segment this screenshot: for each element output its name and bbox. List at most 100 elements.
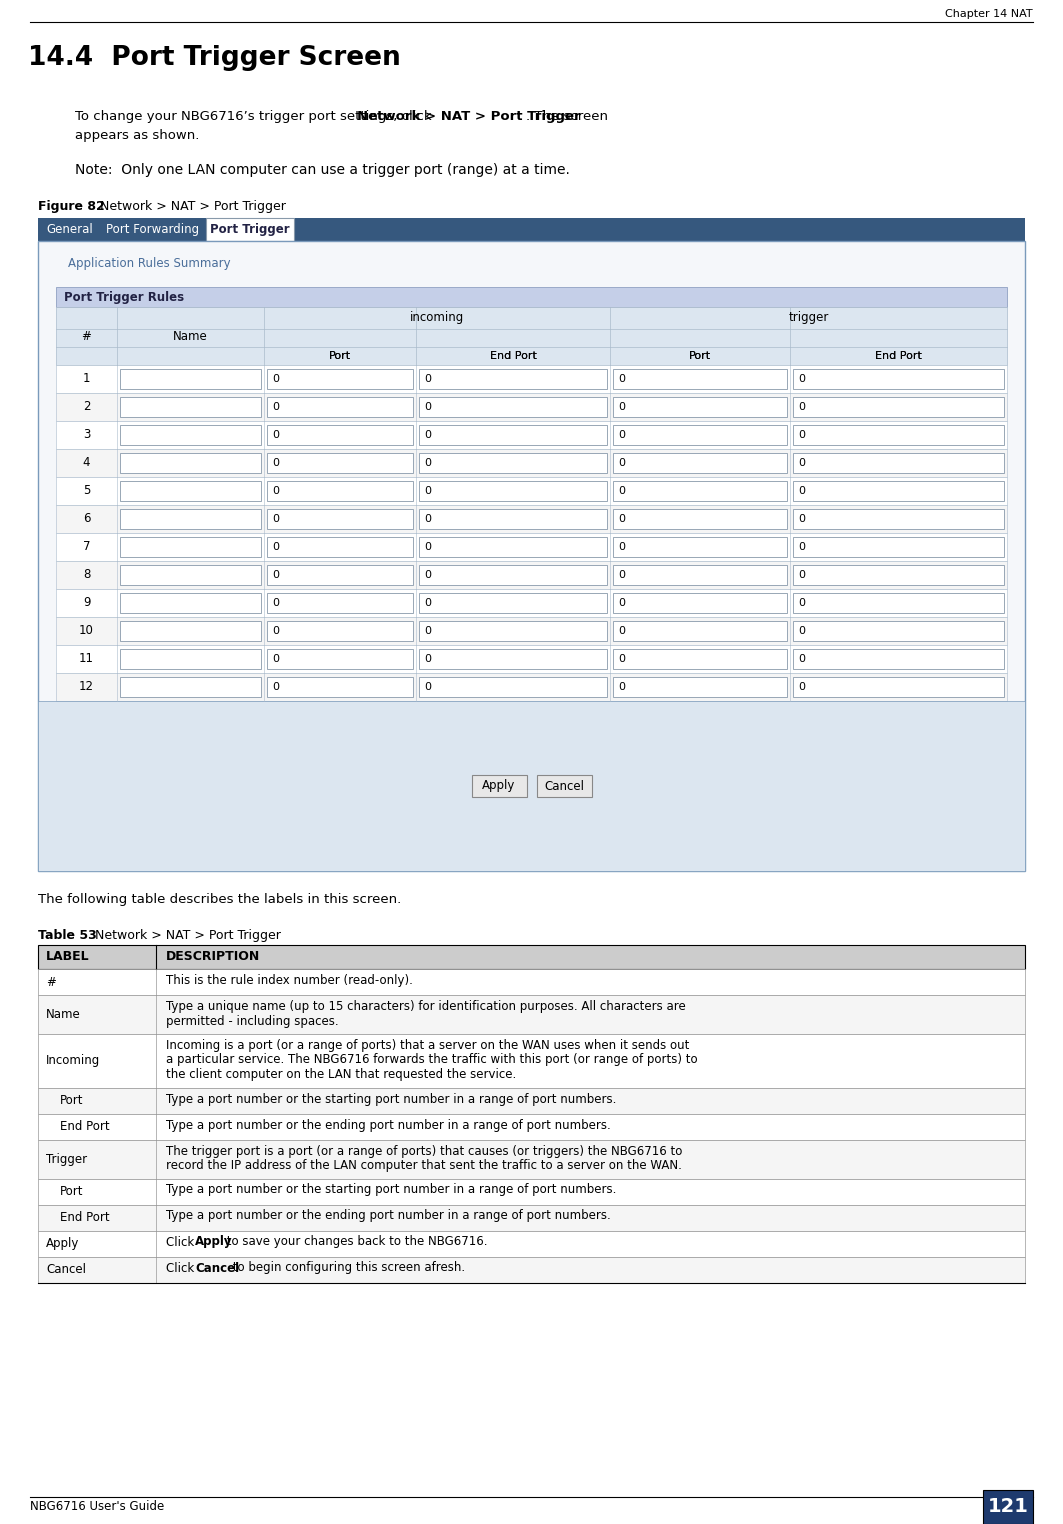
- Text: 0: 0: [424, 430, 431, 440]
- Bar: [120, 482, 261, 501]
- Text: End Port: End Port: [875, 351, 922, 361]
- Text: Chapter 14 NAT: Chapter 14 NAT: [945, 9, 1033, 18]
- Bar: [537, 776, 591, 797]
- Text: Incoming is a port (or a range of ports) that a server on the WAN uses when it s: Incoming is a port (or a range of ports)…: [166, 1039, 690, 1052]
- Text: 0: 0: [424, 543, 431, 552]
- Bar: [56, 588, 1007, 617]
- Text: 12: 12: [79, 681, 94, 693]
- Bar: [793, 396, 1003, 418]
- Text: Type a unique name (up to 15 characters) for identification purposes. All charac: Type a unique name (up to 15 characters)…: [166, 1000, 686, 1013]
- Text: Cancel: Cancel: [46, 1263, 86, 1276]
- Text: 0: 0: [798, 654, 805, 664]
- Text: The following table describes the labels in this screen.: The following table describes the labels…: [38, 893, 401, 905]
- Bar: [120, 620, 261, 642]
- Text: 0: 0: [618, 597, 625, 608]
- Bar: [38, 1204, 1025, 1230]
- Bar: [613, 509, 787, 529]
- Bar: [419, 620, 607, 642]
- Bar: [56, 504, 1007, 533]
- Text: 8: 8: [83, 568, 90, 582]
- Bar: [613, 396, 787, 418]
- Text: 5: 5: [83, 485, 90, 497]
- Bar: [38, 1088, 1025, 1114]
- Bar: [56, 306, 1007, 366]
- Text: 0: 0: [424, 654, 431, 664]
- Text: 0: 0: [618, 626, 625, 636]
- Bar: [793, 425, 1003, 445]
- Bar: [38, 218, 1025, 241]
- Bar: [613, 482, 787, 501]
- Text: 14.4  Port Trigger Screen: 14.4 Port Trigger Screen: [28, 46, 401, 72]
- Text: Type a port number or the ending port number in a range of port numbers.: Type a port number or the ending port nu…: [166, 1119, 611, 1131]
- Text: Cancel: Cancel: [544, 779, 584, 792]
- Text: NBG6716 User's Guide: NBG6716 User's Guide: [30, 1501, 165, 1513]
- Text: Type a port number or the starting port number in a range of port numbers.: Type a port number or the starting port …: [166, 1184, 617, 1196]
- Bar: [613, 369, 787, 389]
- Text: 0: 0: [618, 543, 625, 552]
- Bar: [56, 617, 1007, 645]
- Text: 0: 0: [424, 683, 431, 692]
- Bar: [120, 369, 261, 389]
- Text: 0: 0: [272, 683, 279, 692]
- Bar: [472, 776, 526, 797]
- Text: . The screen: . The screen: [526, 110, 608, 123]
- Bar: [793, 565, 1003, 585]
- Bar: [38, 1140, 1025, 1178]
- Bar: [613, 453, 787, 472]
- Text: 6: 6: [83, 512, 90, 526]
- Text: 0: 0: [618, 570, 625, 581]
- Text: 0: 0: [798, 373, 805, 384]
- Bar: [267, 396, 414, 418]
- Text: Apply: Apply: [483, 779, 516, 792]
- Bar: [793, 453, 1003, 472]
- Bar: [419, 369, 607, 389]
- Bar: [267, 453, 414, 472]
- Text: 0: 0: [618, 373, 625, 384]
- Text: #: #: [82, 329, 91, 343]
- Bar: [56, 450, 1007, 477]
- Text: Trigger: Trigger: [46, 1152, 87, 1166]
- Text: Apply: Apply: [46, 1237, 80, 1250]
- Text: to save your changes back to the NBG6716.: to save your changes back to the NBG6716…: [223, 1236, 488, 1248]
- Text: 10: 10: [79, 625, 94, 637]
- Text: This is the rule index number (read-only).: This is the rule index number (read-only…: [166, 974, 412, 988]
- Text: 0: 0: [618, 402, 625, 411]
- Text: 0: 0: [798, 626, 805, 636]
- Bar: [793, 649, 1003, 669]
- Text: Network > NAT > Port Trigger: Network > NAT > Port Trigger: [83, 930, 281, 942]
- Bar: [38, 969, 1025, 995]
- Text: 0: 0: [272, 459, 279, 468]
- Text: The trigger port is a port (or a range of ports) that causes (or triggers) the N: The trigger port is a port (or a range o…: [166, 1145, 682, 1158]
- Bar: [120, 565, 261, 585]
- Text: 3: 3: [83, 428, 90, 442]
- Text: 0: 0: [272, 570, 279, 581]
- Text: a particular service. The NBG6716 forwards the traffic with this port (or range : a particular service. The NBG6716 forwar…: [166, 1053, 697, 1067]
- Text: 0: 0: [424, 570, 431, 581]
- Text: 7: 7: [83, 541, 90, 553]
- Text: incoming: incoming: [410, 311, 465, 325]
- Text: Click: Click: [166, 1236, 198, 1248]
- Text: To change your NBG6716’s trigger port settings, click: To change your NBG6716’s trigger port se…: [75, 110, 436, 123]
- Bar: [120, 396, 261, 418]
- Bar: [793, 593, 1003, 613]
- Bar: [267, 482, 414, 501]
- Text: Port: Port: [328, 351, 351, 361]
- Text: the client computer on the LAN that requested the service.: the client computer on the LAN that requ…: [166, 1068, 517, 1081]
- Bar: [267, 509, 414, 529]
- Text: 0: 0: [272, 597, 279, 608]
- Text: Port Trigger: Port Trigger: [210, 223, 290, 236]
- Bar: [613, 620, 787, 642]
- Bar: [267, 649, 414, 669]
- Text: 0: 0: [618, 683, 625, 692]
- Bar: [793, 369, 1003, 389]
- Text: Application Rules Summary: Application Rules Summary: [68, 258, 231, 270]
- Text: 0: 0: [424, 626, 431, 636]
- Text: #: #: [46, 975, 56, 989]
- Text: 0: 0: [272, 430, 279, 440]
- Text: 0: 0: [272, 402, 279, 411]
- Text: 0: 0: [424, 486, 431, 495]
- Bar: [419, 396, 607, 418]
- Bar: [267, 620, 414, 642]
- Text: Table 53: Table 53: [38, 930, 97, 942]
- Text: 0: 0: [272, 486, 279, 495]
